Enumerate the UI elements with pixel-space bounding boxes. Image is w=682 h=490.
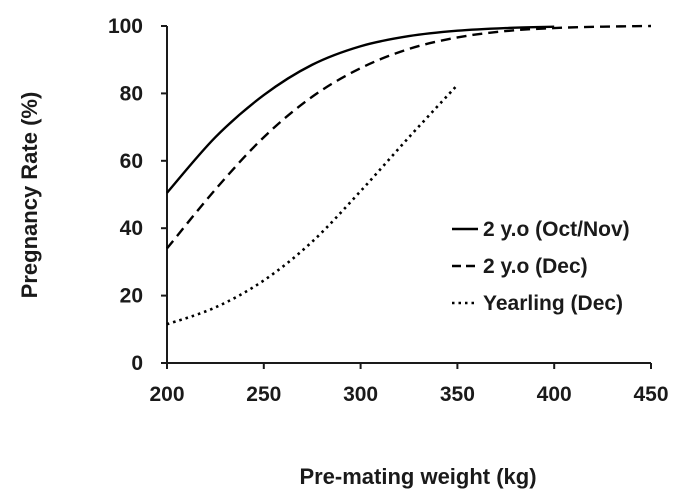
legend: 2 y.o (Oct/Nov) 2 y.o (Dec) Yearling (Dec) <box>452 218 630 315</box>
x-axis-title: Pre-mating weight (kg) <box>299 464 536 489</box>
y-ticks: 0 20 40 60 80 100 <box>108 15 167 375</box>
x-tick-label: 350 <box>440 383 475 406</box>
legend-label-2: Yearling (Dec) <box>483 292 623 315</box>
axes <box>166 26 651 364</box>
y-tick-label: 20 <box>120 285 143 308</box>
y-tick-label: 40 <box>120 217 143 240</box>
y-tick-label: 60 <box>120 150 143 173</box>
series-line-0 <box>166 25 555 194</box>
series-lines <box>166 24 652 326</box>
series-line-1 <box>166 24 652 250</box>
x-tick-label: 400 <box>537 383 572 406</box>
x-tick-label: 250 <box>246 383 281 406</box>
legend-label-0: 2 y.o (Oct/Nov) <box>483 218 630 241</box>
x-tick-label: 450 <box>633 383 668 406</box>
x-ticks: 200 250 300 350 400 450 <box>149 363 669 406</box>
x-tick-label: 300 <box>343 383 378 406</box>
series-line-2 <box>166 84 459 326</box>
legend-label-1: 2 y.o (Dec) <box>483 255 588 278</box>
y-tick-label: 100 <box>108 15 143 38</box>
y-tick-label: 80 <box>120 82 143 105</box>
y-tick-label: 0 <box>131 352 143 375</box>
y-axis-title: Pregnancy Rate (%) <box>17 92 42 299</box>
x-tick-label: 200 <box>149 383 184 406</box>
